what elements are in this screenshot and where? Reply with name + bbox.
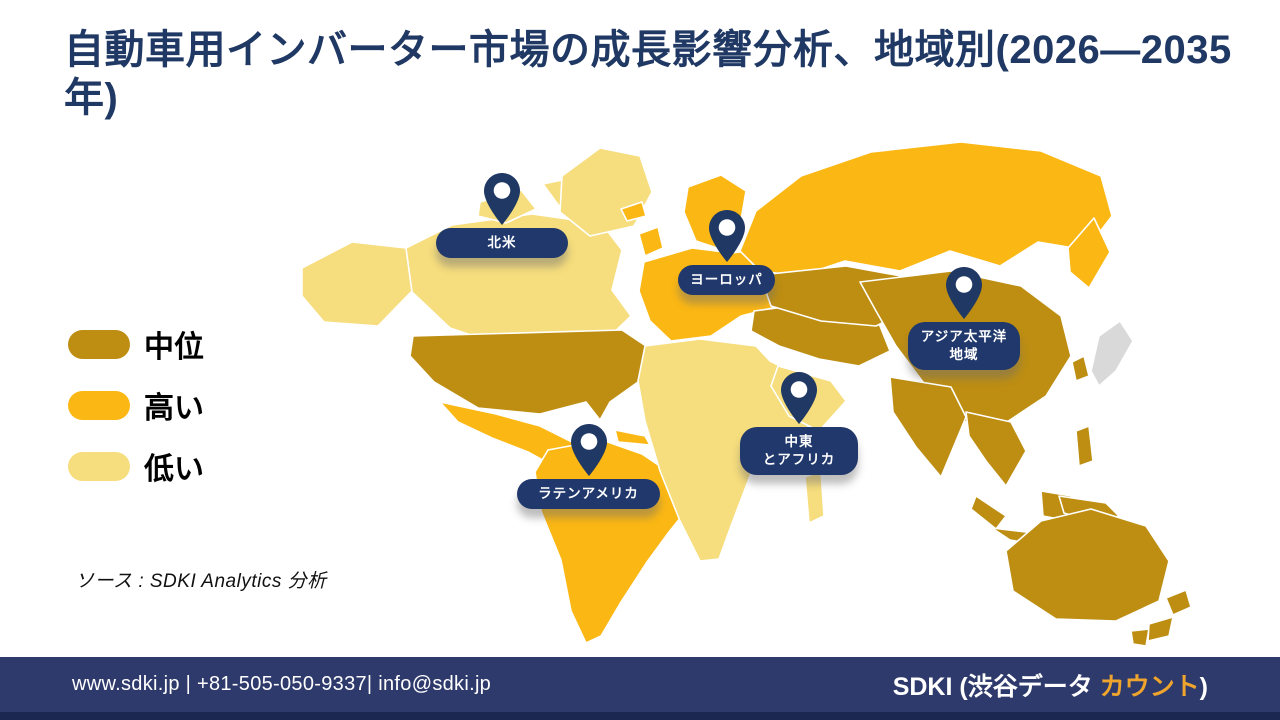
region-label-line1: ラテンアメリカ <box>538 486 639 501</box>
brand-text: SDKI (渋谷データ カウント) <box>893 667 1208 703</box>
location-pin-icon <box>781 372 817 424</box>
map-pin-europe: ヨーロッパ <box>678 210 775 296</box>
region-tasmania <box>1130 628 1150 647</box>
region-new-zealand-south <box>1147 616 1174 642</box>
world-map <box>300 130 1210 660</box>
region-label-north-america: 北米 <box>436 228 568 259</box>
region-kamchatka <box>1067 217 1111 289</box>
map-pin-asia-pacific: アジア太平洋 地域 <box>908 267 1020 371</box>
source-note: ソース : SDKI Analytics 分析 <box>75 571 327 592</box>
legend-swatch-high <box>68 390 130 420</box>
region-uk <box>638 226 664 257</box>
map-pin-latin-america: ラテンアメリカ <box>517 424 660 510</box>
legend-label-low: 低い <box>144 453 204 486</box>
region-madagascar <box>804 470 825 524</box>
region-label-line1: 中東 <box>784 434 814 449</box>
region-korea <box>1071 355 1090 382</box>
location-pin-icon <box>946 267 982 319</box>
region-greenland <box>559 147 653 237</box>
page-title-line2: 年) <box>64 76 119 120</box>
region-label-line1: アジア太平洋 <box>920 329 1008 344</box>
footer-bottom-strip <box>0 712 1280 720</box>
region-label-line1: ヨーロッパ <box>690 272 763 287</box>
location-pin-icon <box>484 173 520 225</box>
legend-swatch-low <box>68 451 130 481</box>
region-alaska <box>301 241 414 327</box>
region-japan <box>1090 320 1134 387</box>
brand-prefix: SDKI (渋谷データ <box>892 672 1100 701</box>
page-title-line1: 自動車用インバーター市場の成長影響分析、地域別(2026—2035 <box>64 28 1232 72</box>
region-caribbean <box>614 429 651 446</box>
map-pin-north-america: 北米 <box>436 173 568 259</box>
legend-label-high: 高い <box>144 392 204 425</box>
region-label-line2: 地域 <box>949 347 979 363</box>
region-label-europe: ヨーロッパ <box>678 265 775 296</box>
region-label-line2: とアフリカ <box>762 452 836 468</box>
page-title: 自動車用インバーター市場の成長影響分析、地域別(2026—2035 年) <box>64 26 1234 122</box>
legend-swatch-medium <box>68 329 130 359</box>
legend-item-medium: 中位 <box>68 322 204 366</box>
region-usa <box>409 329 647 421</box>
map-pin-middle-east-africa: 中東 とアフリカ <box>740 372 858 476</box>
legend: 中位 高い 低い <box>68 322 204 505</box>
region-iceland <box>620 201 647 222</box>
footer-bar: www.sdki.jp | +81-505-050-9337| info@sdk… <box>0 657 1280 712</box>
legend-item-high: 高い <box>68 383 204 427</box>
footer-contact-text: www.sdki.jp | +81-505-050-9337| info@sdk… <box>72 673 492 695</box>
region-australia <box>1005 508 1170 622</box>
region-russia <box>739 141 1113 277</box>
region-new-zealand-north <box>1165 589 1192 616</box>
region-label-latin-america: ラテンアメリカ <box>517 479 660 510</box>
region-label-line1: 北米 <box>487 235 517 250</box>
brand-highlight: カウント <box>1099 672 1200 701</box>
world-map-svg <box>301 141 1192 647</box>
location-pin-icon <box>708 210 745 262</box>
region-label-middle-east-africa: 中東 とアフリカ <box>740 427 858 476</box>
brand-suffix: ) <box>1199 672 1208 701</box>
region-label-asia-pacific: アジア太平洋 地域 <box>908 322 1020 371</box>
region-southeast-asia <box>965 411 1027 487</box>
legend-item-low: 低い <box>68 444 204 488</box>
region-sumatra <box>970 495 1007 530</box>
location-pin-icon <box>570 424 607 476</box>
legend-label-medium: 中位 <box>144 331 204 364</box>
region-india <box>889 376 967 478</box>
region-philippines <box>1075 425 1094 467</box>
